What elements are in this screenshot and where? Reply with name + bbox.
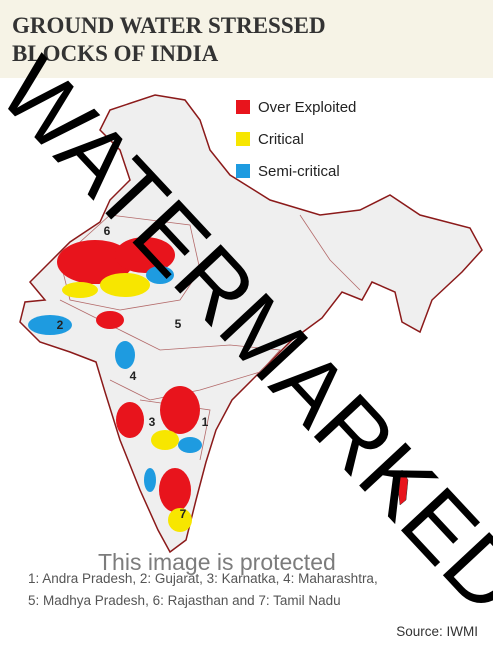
source: Source: IWMI	[396, 624, 478, 639]
title-line: GROUND WATER STRESSED	[12, 13, 326, 38]
footnote-line: 5: Madhya Pradesh, 6: Rajasthan and 7: T…	[28, 593, 341, 608]
legend-label: Over Exploited	[258, 99, 356, 116]
stress-blocks	[28, 237, 202, 532]
header-band	[0, 0, 493, 78]
islands	[397, 469, 409, 506]
state-number: 1	[202, 415, 209, 429]
state-number: 6	[104, 224, 111, 238]
india-map: 6 2 5 4 3 1 7	[19, 94, 483, 554]
legend-swatch	[236, 132, 250, 146]
legend: Over Exploited Critical Semi-critical	[236, 99, 356, 180]
watermark-notice: This image is protected	[98, 549, 336, 575]
state-labels: 6 2 5 4 3 1 7	[57, 224, 209, 521]
legend-label: Semi-critical	[258, 163, 340, 180]
state-number: 5	[175, 317, 182, 331]
title-line: BLOCKS OF INDIA	[12, 41, 219, 66]
legend-label: Critical	[258, 131, 304, 148]
legend-swatch	[236, 164, 250, 178]
state-borders	[59, 214, 361, 461]
footnote-line: 1: Andra Pradesh, 2: Gujarat, 3: Karnatk…	[28, 571, 378, 586]
country-outline	[19, 94, 483, 554]
state-number: 2	[57, 318, 64, 332]
state-number: 4	[130, 369, 137, 383]
state-number: 7	[180, 507, 187, 521]
legend-swatch	[236, 100, 250, 114]
state-number: 3	[149, 415, 156, 429]
